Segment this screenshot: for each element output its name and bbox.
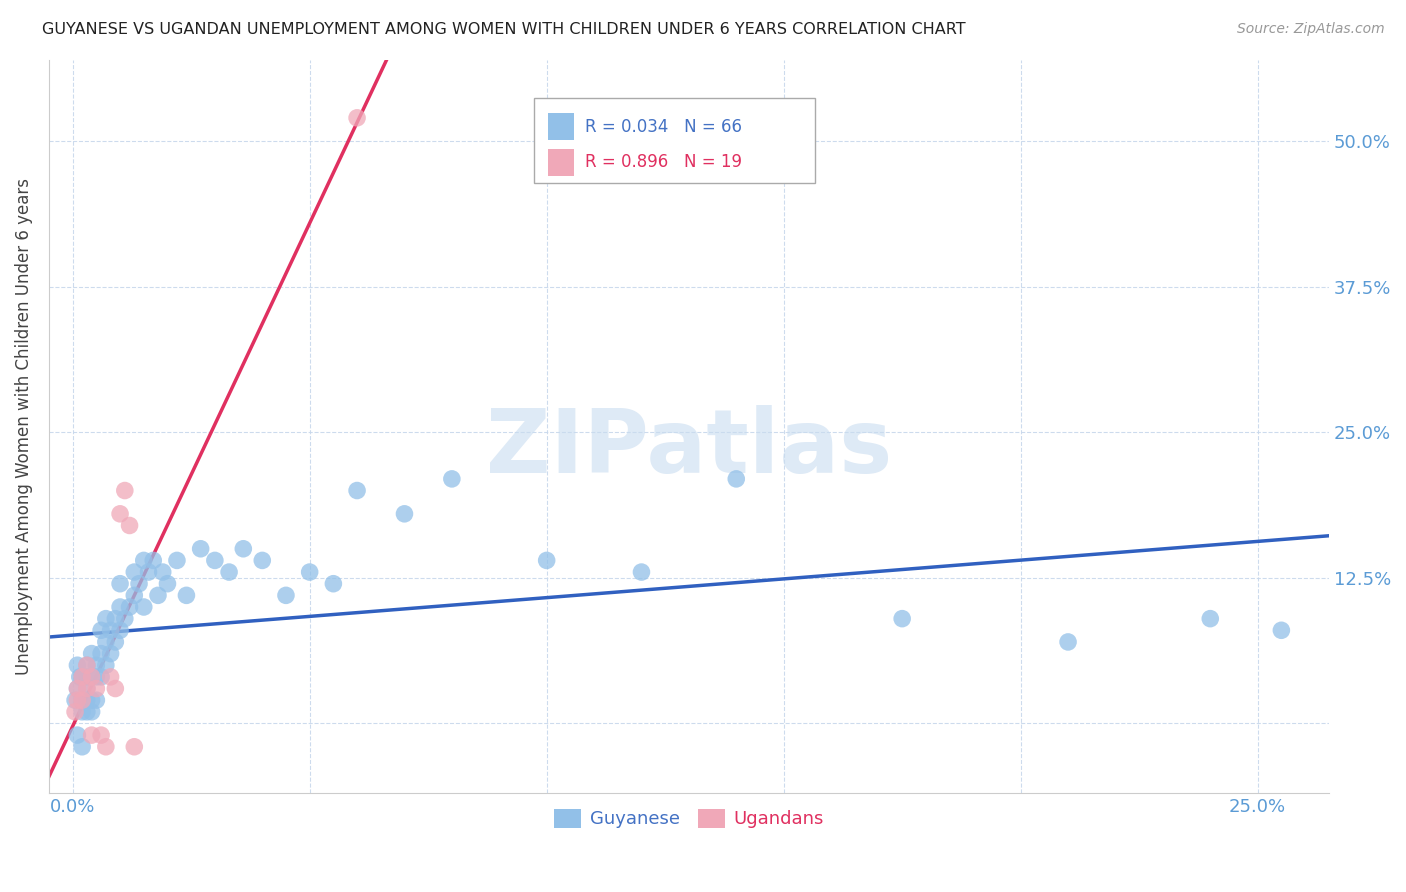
Point [100,647,122,661]
Text: GUYANESE VS UGANDAN UNEMPLOYMENT AMONG WOMEN WITH CHILDREN UNDER 6 YEARS CORRELA: GUYANESE VS UGANDAN UNEMPLOYMENT AMONG W… [42,22,966,37]
Point [86,670,108,684]
Y-axis label: Unemployment Among Women with Children Under 6 years: Unemployment Among Women with Children U… [15,178,32,675]
Point [138,565,160,579]
Point [90,670,112,684]
Point [70,670,93,684]
Point [536,553,558,567]
Point [108,576,131,591]
Point [114,612,136,626]
Point [346,483,368,498]
Point [124,588,146,602]
Point [108,507,131,521]
Point [298,565,321,579]
Point [274,588,297,602]
Point [394,507,416,521]
Point [104,612,127,626]
Point [104,635,127,649]
Point [76,681,98,696]
Point [114,483,136,498]
Point [80,670,103,684]
Point [63,693,86,707]
Text: ZIPatlas: ZIPatlas [485,405,891,492]
Point [146,588,169,602]
Point [132,553,155,567]
Point [176,588,198,602]
Point [1270,624,1292,638]
Text: R = 0.034   N = 66: R = 0.034 N = 66 [585,118,742,136]
Point [70,705,93,719]
Point [118,518,141,533]
Point [94,739,117,754]
Point [66,693,89,707]
Point [66,681,89,696]
Point [100,624,122,638]
Point [128,576,150,591]
Point [152,565,174,579]
Point [118,599,141,614]
Point [104,681,127,696]
Point [86,658,108,673]
Point [204,553,226,567]
Point [90,647,112,661]
Point [80,670,103,684]
Point [76,681,98,696]
Point [80,705,103,719]
Point [76,670,98,684]
Point [322,576,344,591]
Point [132,599,155,614]
Point [94,612,117,626]
Point [124,565,146,579]
Point [70,693,93,707]
Text: R = 0.896   N = 19: R = 0.896 N = 19 [585,153,742,171]
Point [440,472,463,486]
Point [232,541,254,556]
Point [1199,612,1222,626]
Point [156,576,179,591]
Point [124,739,146,754]
Point [86,693,108,707]
Point [190,541,212,556]
Point [142,553,165,567]
Point [80,647,103,661]
Point [63,705,86,719]
Point [90,728,112,742]
Point [252,553,274,567]
Point [80,693,103,707]
Point [66,728,89,742]
Point [76,658,98,673]
Point [346,111,368,125]
Point [86,681,108,696]
Point [108,624,131,638]
Point [66,681,89,696]
Point [76,658,98,673]
Point [76,705,98,719]
Point [69,670,91,684]
Point [80,728,103,742]
Point [100,670,122,684]
Point [891,612,914,626]
Point [76,693,98,707]
Point [66,658,89,673]
Legend: Guyanese, Ugandans: Guyanese, Ugandans [547,802,831,836]
Point [1057,635,1080,649]
Point [94,658,117,673]
Text: Source: ZipAtlas.com: Source: ZipAtlas.com [1237,22,1385,37]
Point [218,565,240,579]
Point [70,693,93,707]
Point [70,739,93,754]
Point [630,565,652,579]
Point [90,624,112,638]
Point [725,472,748,486]
Point [108,599,131,614]
Point [94,635,117,649]
Point [70,670,93,684]
Point [166,553,188,567]
